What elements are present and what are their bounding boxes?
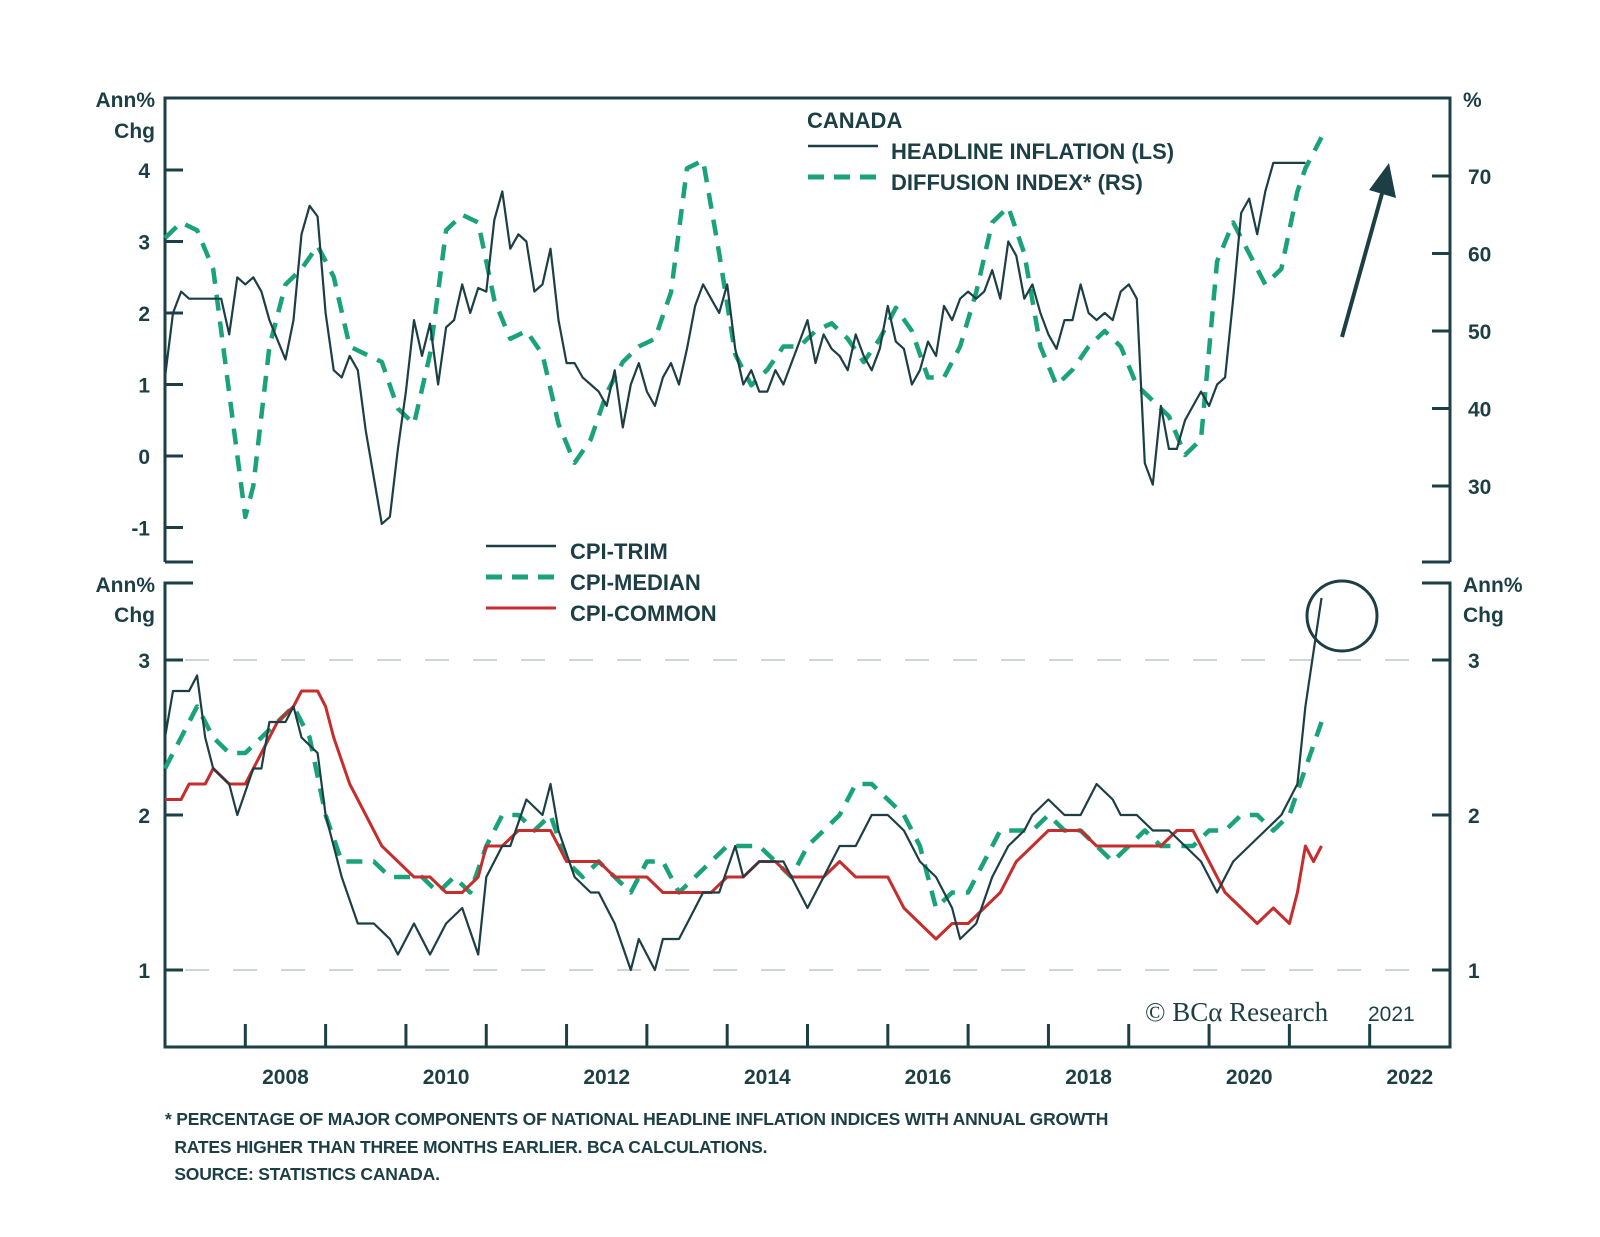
copyright-brand: © BCα Research	[1145, 997, 1329, 1027]
diffusion-index-line	[163, 136, 1324, 520]
top-right-unit-label: %	[1463, 89, 1482, 112]
top-left-tick-label: 1	[138, 375, 150, 398]
x-tick-label: 2016	[905, 1066, 952, 1089]
arrow-head-icon	[1369, 163, 1396, 198]
bottom-panel: 3 3 2 2 1 1 2008 2010 2012 2014 2016 2018 2020 2022	[138, 581, 1480, 1089]
footnote-line-3: SOURCE: STATISTICS CANADA.	[165, 1164, 440, 1184]
copyright-year: 2021	[1368, 1003, 1415, 1026]
top-right-tick-label: 60	[1468, 244, 1491, 267]
bottom-right-tick-label: 2	[1468, 805, 1480, 828]
bottom-right-unit-label-2: Chg	[1463, 604, 1504, 627]
top-right-tick-label: 70	[1468, 166, 1491, 189]
footnote-line-1: * PERCENTAGE OF MAJOR COMPONENTS OF NATI…	[165, 1109, 1109, 1129]
top-legend: CANADA HEADLINE INFLATION (LS) DIFFUSION…	[807, 108, 1174, 195]
bottom-right-tick-label: 1	[1468, 960, 1480, 983]
top-left-tick-label: 2	[138, 303, 150, 326]
copyright-mark: © BCα Research 2021	[1145, 997, 1415, 1027]
top-left-unit-label-2: Chg	[114, 120, 155, 143]
footnote-line-2: RATES HIGHER THAN THREE MONTHS EARLIER. …	[165, 1137, 768, 1157]
arrow-shaft	[1340, 189, 1385, 338]
top-panel-frame	[163, 96, 1452, 562]
x-tick-label: 2020	[1226, 1066, 1273, 1089]
headline-inflation-line	[163, 161, 1306, 526]
top-left-tick-label: -1	[131, 518, 150, 541]
top-right-tick-label: 40	[1468, 399, 1491, 422]
legend-median-label: CPI-MEDIAN	[570, 570, 701, 595]
x-tick-label: 2014	[744, 1066, 791, 1089]
x-tick-label: 2018	[1065, 1066, 1112, 1089]
bottom-left-tick-label: 1	[138, 960, 150, 983]
upward-arrow-annotation	[1340, 163, 1396, 338]
bottom-left-unit-label-2: Chg	[114, 604, 155, 627]
top-right-tick-label: 30	[1468, 476, 1491, 499]
x-tick-label: 2008	[262, 1066, 309, 1089]
bottom-right-tick-label: 3	[1468, 650, 1480, 673]
top-left-tick-label: 4	[138, 160, 150, 183]
bottom-left-tick-label: 2	[138, 805, 150, 828]
bottom-legend: CPI-TRIM CPI-MEDIAN CPI-COMMON	[486, 539, 717, 626]
top-left-unit-label-1: Ann%	[96, 89, 156, 112]
legend-common-label: CPI-COMMON	[570, 601, 717, 626]
cpi-common-line	[165, 689, 1323, 941]
legend-trim-label: CPI-TRIM	[570, 539, 668, 564]
cpi-trim-line	[163, 597, 1323, 972]
chart-title: CANADA	[807, 108, 902, 133]
x-tick-label: 2010	[423, 1066, 470, 1089]
top-left-tick-label: 0	[138, 446, 150, 469]
top-left-tick-label: 3	[138, 232, 150, 255]
bottom-left-tick-label: 3	[138, 650, 150, 673]
legend-diffusion-label: DIFFUSION INDEX* (RS)	[891, 170, 1143, 195]
x-tick-label: 2022	[1386, 1066, 1433, 1089]
x-tick-label: 2012	[583, 1066, 630, 1089]
highlight-circle-annotation	[1305, 579, 1379, 653]
top-panel: 4 3 2 1 0 -1 70 60 50 40 30	[131, 96, 1491, 564]
bottom-right-unit-label-1: Ann%	[1463, 574, 1523, 597]
bottom-left-unit-label-1: Ann%	[96, 574, 156, 597]
legend-headline-label: HEADLINE INFLATION (LS)	[891, 139, 1174, 164]
top-right-tick-label: 50	[1468, 321, 1491, 344]
